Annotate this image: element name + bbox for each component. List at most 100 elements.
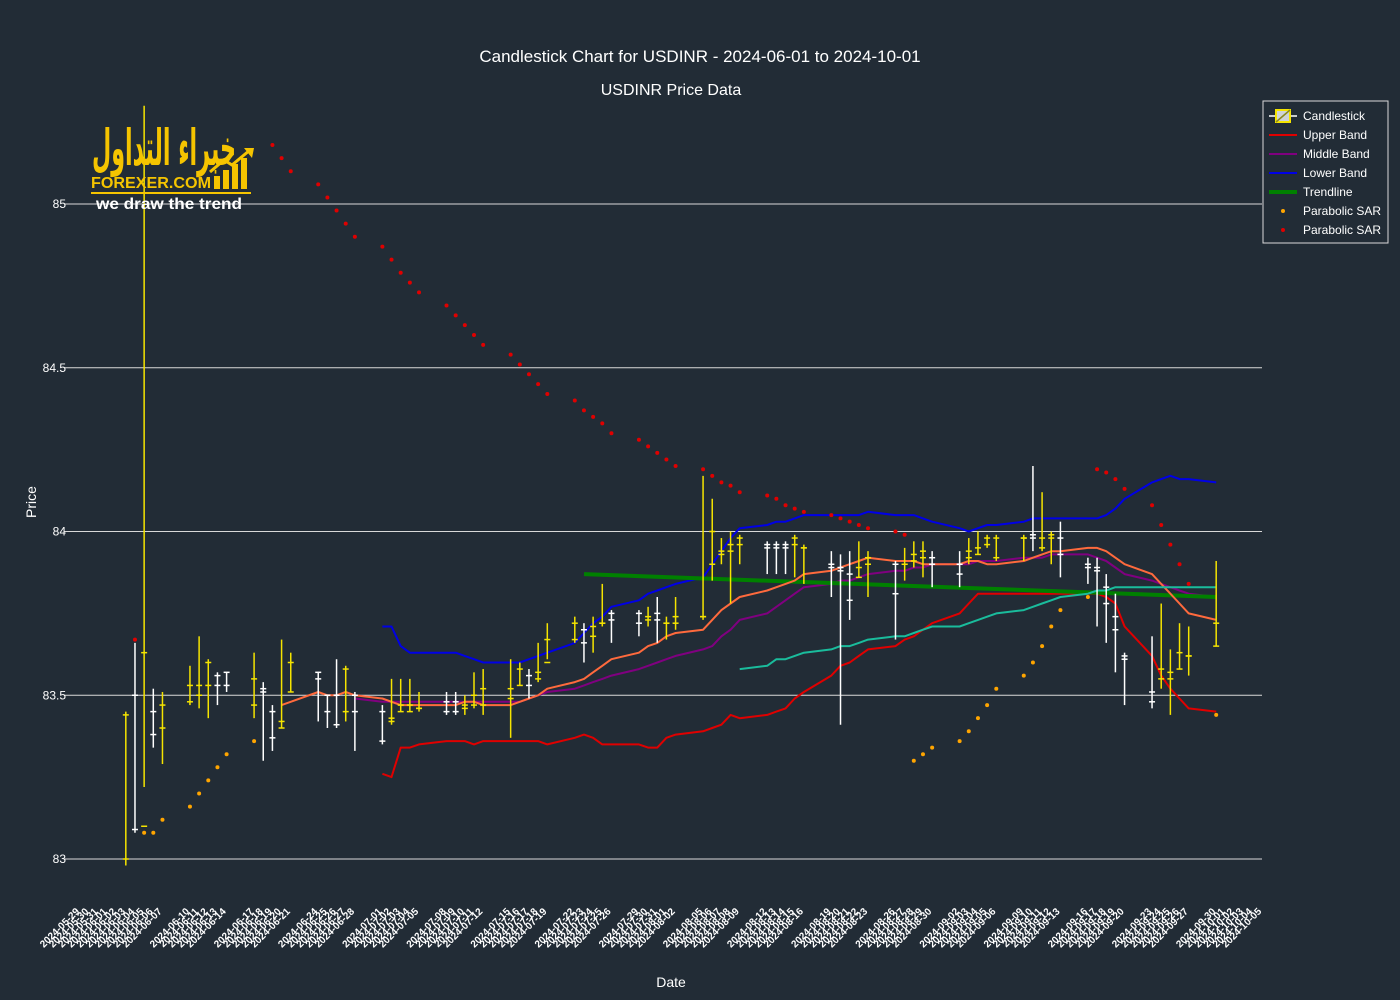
sar-point xyxy=(1186,581,1191,586)
candle xyxy=(974,531,981,556)
legend-entry[interactable]: Lower Band xyxy=(1269,166,1367,180)
legend-entry[interactable]: Parabolic SAR xyxy=(1281,204,1381,218)
y-axis: 83 83.5 84 84.5 85 xyxy=(43,197,67,866)
sar-point xyxy=(206,778,211,783)
sar-point xyxy=(1177,562,1182,567)
candle xyxy=(709,498,716,581)
legend: Candlestick Upper Band Middle Band Lower Ba… xyxy=(1262,100,1389,244)
candle xyxy=(984,534,991,548)
candle xyxy=(865,551,871,597)
candle xyxy=(1048,531,1055,565)
sar-point xyxy=(783,503,788,508)
sar-point xyxy=(398,270,403,275)
sar-point xyxy=(609,431,614,436)
legend-dot-swatch xyxy=(1281,228,1285,232)
candle xyxy=(645,606,652,627)
candle xyxy=(471,672,477,709)
sar-point xyxy=(453,313,458,318)
sar-point xyxy=(151,830,156,835)
candle xyxy=(196,636,203,709)
legend-entry[interactable]: Parabolic SAR xyxy=(1281,223,1381,237)
candle xyxy=(397,678,404,713)
sar-point xyxy=(646,444,651,449)
candle xyxy=(956,551,963,588)
candle xyxy=(205,659,212,719)
sar-point xyxy=(407,280,412,285)
sar-point xyxy=(636,437,641,442)
candle xyxy=(663,616,670,640)
candle xyxy=(131,642,138,833)
sar-point xyxy=(1159,522,1164,527)
sar-point xyxy=(930,745,935,750)
candle xyxy=(260,682,267,761)
lower-band-line xyxy=(382,474,1217,664)
legend-entry[interactable]: Candlestick xyxy=(1269,109,1366,123)
candle xyxy=(1149,636,1156,709)
sar-point xyxy=(160,817,165,822)
sar-point xyxy=(893,529,898,534)
legend-entry[interactable]: Upper Band xyxy=(1269,128,1367,142)
sar-point xyxy=(1085,595,1090,599)
sar-point xyxy=(444,303,449,308)
candles xyxy=(122,105,1220,866)
candle xyxy=(782,541,789,575)
legend-entry[interactable]: Trendline xyxy=(1269,185,1353,199)
sar-point xyxy=(737,490,742,495)
candle xyxy=(269,705,276,751)
sar-point xyxy=(975,716,980,721)
candle xyxy=(507,659,514,738)
sar-point xyxy=(985,703,990,708)
sar-point xyxy=(1095,467,1100,472)
candle xyxy=(278,639,285,729)
candle xyxy=(324,694,331,728)
sar-point xyxy=(1058,608,1063,613)
legend-entry[interactable]: Middle Band xyxy=(1269,147,1370,161)
y-tick-label: 84.5 xyxy=(43,361,67,375)
sar-point xyxy=(838,516,843,521)
candle xyxy=(718,538,725,565)
legend-label: Lower Band xyxy=(1303,166,1367,180)
candle xyxy=(608,610,615,643)
candle xyxy=(791,534,798,578)
candle xyxy=(214,672,221,706)
x-axis: 2024-05-292024-05-302024-05-312024-06-01… xyxy=(38,906,1264,950)
sar-point xyxy=(224,752,229,757)
candle xyxy=(764,541,771,575)
candle xyxy=(535,642,542,683)
sar-point xyxy=(536,382,541,387)
candle xyxy=(1029,466,1036,552)
sar-point xyxy=(655,450,660,455)
candle xyxy=(599,583,606,627)
sar-point xyxy=(334,208,339,213)
sar-point xyxy=(1049,624,1054,629)
sar-point xyxy=(380,244,385,249)
sar-point xyxy=(1168,542,1173,547)
candle xyxy=(700,475,707,620)
sar-point xyxy=(132,637,137,642)
candle xyxy=(287,652,294,693)
sar-point xyxy=(591,414,596,419)
candle xyxy=(333,659,340,728)
candle xyxy=(1084,557,1091,584)
legend-label: Candlestick xyxy=(1303,109,1366,123)
candle xyxy=(773,541,780,575)
sar-point xyxy=(911,758,916,763)
candle xyxy=(828,551,835,597)
y-tick-label: 84 xyxy=(53,525,67,539)
sar-point xyxy=(829,513,834,518)
candle xyxy=(516,662,523,687)
sar-point xyxy=(847,519,852,524)
sma-slow-line xyxy=(739,586,1217,671)
sar-point xyxy=(600,421,605,426)
candle xyxy=(736,534,743,565)
sar-point xyxy=(187,804,192,809)
candle xyxy=(351,691,358,751)
candle xyxy=(892,560,899,640)
logo-chart-icon xyxy=(209,148,254,189)
logo-arabic-text: خبراء التداول xyxy=(92,119,236,178)
forexer-logo: خبراء التداول FOREXER.COM we draw the tr… xyxy=(91,119,254,213)
sar-point xyxy=(1040,644,1045,649)
sar-point xyxy=(710,473,715,478)
candle xyxy=(122,711,129,866)
candle xyxy=(388,678,395,725)
